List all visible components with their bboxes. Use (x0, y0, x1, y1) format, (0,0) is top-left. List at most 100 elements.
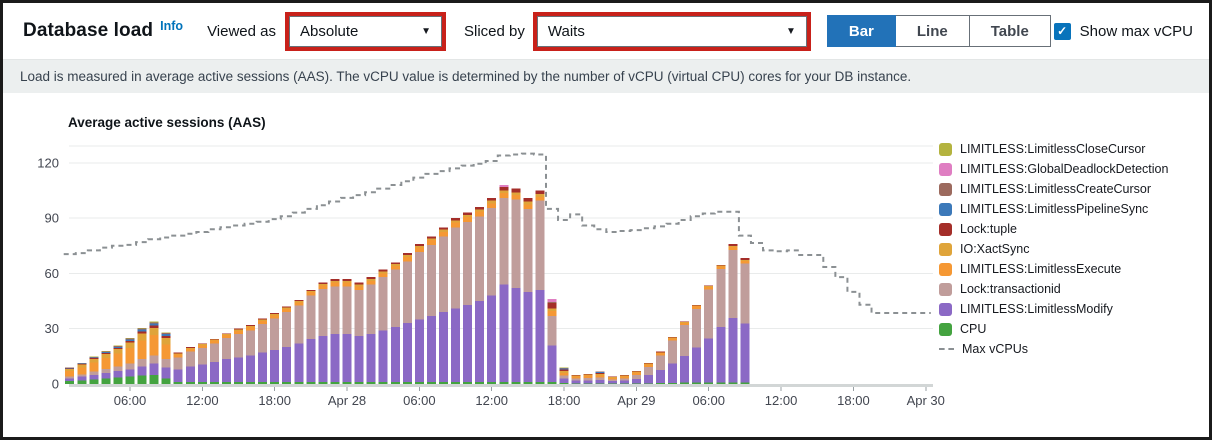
show-max-vcpu-control: ✓ Show max vCPU (1053, 22, 1193, 40)
bar-segment (547, 382, 557, 384)
chart-legend: LIMITLESS:LimitlessCloseCursor LIMITLESS:… (939, 139, 1168, 359)
bar-segment (366, 284, 376, 335)
legend-label: LIMITLESS:LimitlessPipelineSync (960, 202, 1149, 216)
bar-segment (728, 245, 738, 247)
header-bar: Database load Info Viewed as Absolute ▼ … (3, 3, 1209, 59)
bar-view-button[interactable]: Bar (826, 15, 896, 47)
viewed-as-select[interactable]: Absolute ▼ (289, 15, 442, 47)
info-link[interactable]: Info (160, 19, 184, 33)
bar-segment (704, 382, 714, 384)
bar-segment (149, 325, 159, 328)
bar-segment (234, 329, 244, 331)
bar-segment (535, 194, 545, 197)
bar-segment (101, 351, 111, 353)
legend-item: Lock:tuple (939, 219, 1168, 239)
bar-segment (595, 373, 605, 374)
description-band: Load is measured in average active sessi… (3, 59, 1209, 93)
bar-segment (378, 382, 388, 384)
bar-segment (499, 284, 509, 383)
show-max-vcpu-checkbox[interactable]: ✓ (1053, 22, 1071, 40)
bar-segment (246, 355, 256, 383)
bar-segment (173, 353, 183, 355)
bar-segment (607, 379, 617, 382)
bar-segment (463, 212, 473, 215)
bar-segment (438, 231, 448, 237)
bar-segment (89, 362, 99, 372)
bar-segment (547, 308, 557, 312)
bar-segment (583, 383, 593, 384)
bar-segment (318, 336, 328, 383)
x-tick-label: 18:00 (258, 393, 291, 408)
bar-segment (161, 336, 171, 338)
bar-segment (65, 368, 75, 372)
bar-segment (197, 382, 207, 384)
bar-segment (499, 193, 509, 198)
legend-color-chip (939, 162, 952, 176)
bar-segment (668, 337, 678, 339)
viewed-as-label: Viewed as (207, 22, 276, 40)
bar-segment (221, 334, 231, 336)
bar-segment (499, 382, 509, 384)
bar-segment (643, 367, 653, 375)
bar-segment (595, 375, 605, 378)
sliced-by-label: Sliced by (464, 22, 525, 40)
bar-segment (234, 334, 244, 358)
bar-segment (366, 278, 376, 281)
bar-segment (161, 333, 171, 334)
bar-segment (89, 357, 99, 359)
bar-segment (463, 214, 473, 218)
bar-segment (523, 291, 533, 383)
bar-segment (185, 347, 195, 348)
bar-segment (716, 265, 726, 267)
bar-segment (137, 375, 147, 384)
bar-segment (197, 344, 207, 346)
aas-stacked-bar-chart: 0 30 60 90 120 06:00 12:00 18:00 Apr 28 06:00 12:0… (37, 145, 945, 408)
legend-label: CPU (960, 322, 987, 336)
bar-segment (125, 369, 135, 377)
chart-title: Average active sessions (AAS) (68, 115, 266, 130)
bar-segment (414, 252, 424, 320)
legend-label: Lock:transactionid (960, 282, 1061, 296)
bar-segment (607, 381, 617, 384)
x-tick-label: 18:00 (548, 393, 581, 408)
bar-segment (366, 382, 376, 384)
bar-segment (547, 311, 557, 316)
bar-segment (258, 320, 268, 325)
bar-segment (631, 374, 641, 379)
bar-segment (728, 249, 738, 319)
bar-segment (559, 367, 569, 369)
bar-segment (330, 334, 340, 383)
bar-segment (692, 304, 702, 306)
bar-segment (451, 308, 461, 383)
bar-segment (475, 209, 485, 212)
legend-label: LIMITLESS:LimitlessModify (960, 302, 1113, 316)
bar-segment (161, 344, 171, 360)
sliced-by-select[interactable]: Waits ▼ (536, 15, 807, 47)
bar-segment (306, 382, 316, 384)
y-tick-label: 60 (45, 266, 59, 281)
bar-segment (77, 374, 87, 377)
bar-segment (270, 349, 280, 383)
bar-segment (306, 290, 316, 291)
bar-segment (559, 372, 569, 376)
line-view-button[interactable]: Line (894, 15, 970, 47)
bar-segment (402, 323, 412, 383)
bar-segment (173, 354, 183, 358)
bar-segment (438, 382, 448, 384)
bar-segment (390, 264, 400, 267)
bar-segment (318, 285, 328, 290)
legend-item: LIMITLESS:LimitlessPipelineSync (939, 199, 1168, 219)
bar-segment (137, 333, 147, 341)
bar-segment (680, 321, 690, 323)
legend-label: Lock:tuple (960, 222, 1017, 236)
bar-segment (426, 240, 436, 245)
bar-segment (221, 337, 231, 360)
bar-segment (185, 348, 195, 352)
bar-segment (258, 318, 268, 320)
table-view-button[interactable]: Table (968, 15, 1051, 47)
bar-segment (631, 378, 641, 384)
bar-segment (547, 301, 557, 303)
legend-item: Lock:transactionid (939, 279, 1168, 299)
bar-segment (366, 334, 376, 383)
bar-segment (354, 290, 364, 337)
